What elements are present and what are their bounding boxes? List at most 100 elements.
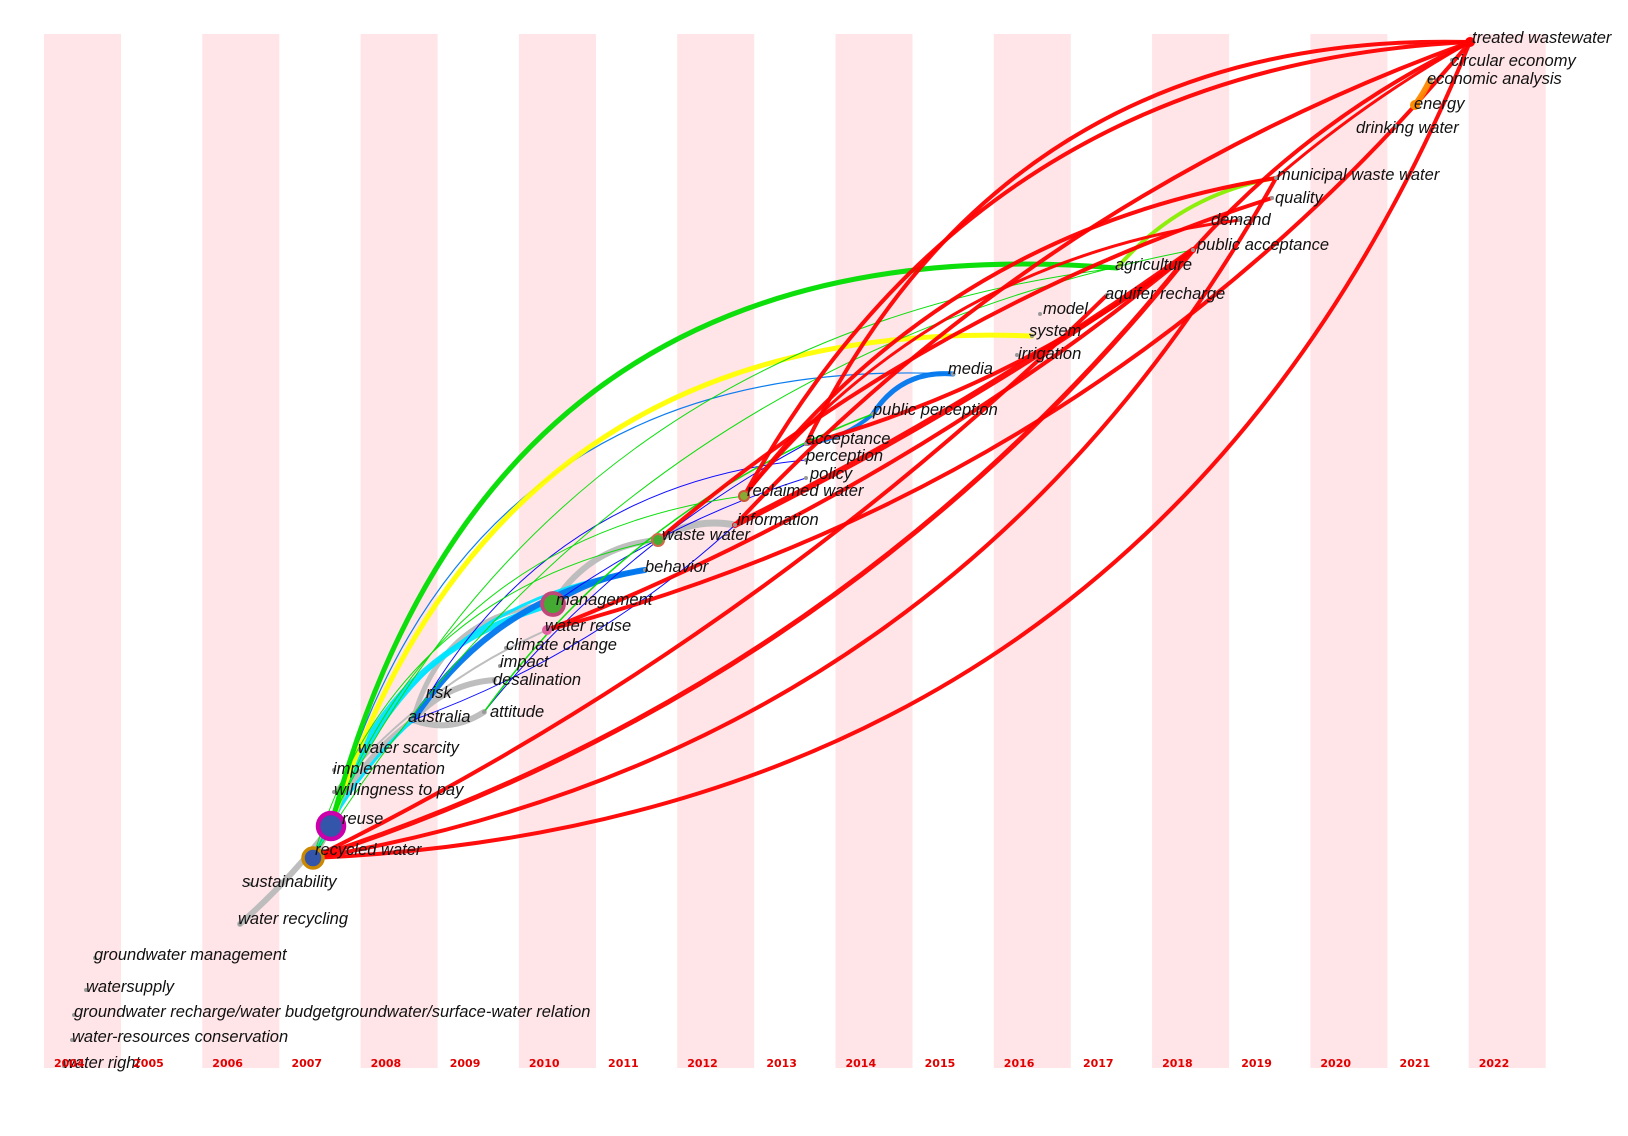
term-label-aquifer-recharge: aquifer recharge <box>1105 285 1225 303</box>
term-label-implementation: implementation <box>333 760 445 778</box>
node-water-reuse <box>542 625 552 635</box>
link-risk-to-perception <box>427 459 807 697</box>
node-watersupply <box>84 988 88 992</box>
year-label-2020: 2020 <box>1320 1057 1351 1070</box>
term-label-behavior: behavior <box>645 558 710 576</box>
term-label-water-resources-conservation: water-resources conservation <box>72 1028 288 1046</box>
year-label-2011: 2011 <box>608 1057 639 1070</box>
year-stripes <box>44 34 1546 1068</box>
link-recycled-water-to-public-acceptance <box>312 249 1194 859</box>
term-label-media: media <box>948 360 993 378</box>
term-label-drinking-water: drinking water <box>1356 119 1460 137</box>
node-irrigation <box>1015 353 1019 357</box>
year-stripe-2008 <box>360 34 438 1068</box>
link-australia-to-information <box>412 524 736 721</box>
link-water-reuse-to-treated-wastewater <box>545 40 1472 632</box>
term-nodes <box>62 37 1475 1068</box>
node-behavior <box>643 568 647 572</box>
term-label-climate-change: climate change <box>506 636 617 654</box>
link-australia-to-attitude <box>410 709 487 729</box>
year-label-2012: 2012 <box>687 1057 718 1070</box>
term-label-sustainability: sustainability <box>242 873 338 891</box>
term-label-recycled-water: recycled water <box>315 841 423 859</box>
node-media <box>951 372 955 376</box>
node-policy <box>804 476 808 480</box>
term-label-system: system <box>1029 322 1081 340</box>
term-label-demand: demand <box>1211 211 1271 229</box>
year-label-2010: 2010 <box>529 1057 560 1070</box>
node-agriculture <box>1115 266 1119 270</box>
node-system <box>1030 334 1034 338</box>
link-reuse-to-system <box>328 332 1035 829</box>
term-label-desalination: desalination <box>493 671 581 689</box>
link-reclaimed-water-to-municipal-waste-water <box>742 176 1278 498</box>
term-label-australia: australia <box>408 708 470 726</box>
year-label-2008: 2008 <box>371 1057 402 1070</box>
term-label-policy: policy <box>809 465 854 483</box>
term-label-groundwater-recharge-water-budgetgroundwater-surface-water-relation: groundwater recharge/water budgetgroundw… <box>74 1003 590 1021</box>
year-label-2009: 2009 <box>450 1057 481 1070</box>
term-label-water-reuse: water reuse <box>545 617 631 635</box>
term-label-groundwater-management: groundwater management <box>94 946 288 964</box>
node-reuse <box>315 810 347 842</box>
link-reclaimed-water-to-demand <box>742 218 1242 498</box>
term-label-treated-wastewater: treated wastewater <box>1472 29 1613 47</box>
link-public-acceptance-to-treated-wastewater <box>1191 40 1472 252</box>
term-label-waste-water: waste water <box>662 526 752 544</box>
node-public-perception <box>871 412 875 416</box>
link-municipal-waste-water-to-treated-wastewater <box>1274 40 1472 180</box>
link-recycled-water-to-treated-wastewater <box>311 40 1472 860</box>
year-label-2015: 2015 <box>925 1057 956 1070</box>
node-drinking-water <box>1394 124 1398 128</box>
node-implementation <box>332 768 336 772</box>
year-label-2021: 2021 <box>1400 1057 1431 1070</box>
node-water-scarcity <box>358 748 362 752</box>
year-stripe-2014 <box>835 34 913 1068</box>
node-groundwater-recharge-water-budgetgroundwater-surface-water-relation <box>72 1013 76 1017</box>
node-sustainability <box>248 882 252 886</box>
year-label-2022: 2022 <box>1479 1057 1510 1070</box>
term-label-reclaimed-water: reclaimed water <box>747 482 865 500</box>
year-axis: 2004 2005 2006 2007 2008 2009 2010 2011 2012 2013… <box>54 1057 1509 1070</box>
node-risk <box>426 694 430 698</box>
link-reuse-to-agriculture <box>328 261 1120 829</box>
term-label-impact: impact <box>500 653 550 671</box>
node-model <box>1038 312 1042 316</box>
link-reuse-to-reclaimed-water <box>330 495 745 827</box>
year-label-2016: 2016 <box>1004 1057 1035 1070</box>
term-label-reuse: reuse <box>342 810 383 828</box>
term-label-risk: risk <box>426 684 452 702</box>
node-economic-analysis <box>1428 78 1432 82</box>
year-stripe-2012 <box>677 34 755 1068</box>
link-acceptance-to-treated-wastewater <box>804 39 1472 446</box>
node-circular-economy <box>1450 58 1454 62</box>
term-label-irrigation: irrigation <box>1018 345 1081 363</box>
link-water-reuse-to-public-acceptance <box>545 248 1195 632</box>
year-label-2013: 2013 <box>766 1057 797 1070</box>
year-label-2007: 2007 <box>291 1057 322 1070</box>
link-recycled-water-to-waste-water <box>312 539 659 859</box>
link-recycled-water-to-municipal-waste-water <box>311 176 1278 860</box>
year-label-2005: 2005 <box>133 1057 164 1070</box>
node-desalination <box>492 678 496 682</box>
node-impact <box>498 664 502 668</box>
co-occurrence-links <box>237 39 1472 927</box>
term-label-energy: energy <box>1414 95 1466 113</box>
term-label-water-recycling: water recycling <box>238 910 349 928</box>
node-energy <box>1410 100 1420 110</box>
term-label-attitude: attitude <box>490 703 544 721</box>
year-label-2014: 2014 <box>846 1057 877 1070</box>
node-water-right <box>62 1064 66 1068</box>
node-management <box>540 591 566 617</box>
link-reclaimed-water-to-treated-wastewater <box>742 40 1472 498</box>
year-stripe-2022 <box>1468 34 1546 1068</box>
term-label-quality: quality <box>1275 189 1324 207</box>
year-label-2006: 2006 <box>212 1057 243 1070</box>
term-label-public-perception: public perception <box>872 401 998 419</box>
link-waste-water-to-quality <box>656 196 1274 542</box>
year-label-2018: 2018 <box>1162 1057 1193 1070</box>
year-label-2019: 2019 <box>1241 1057 1272 1070</box>
node-quality <box>1270 196 1274 200</box>
